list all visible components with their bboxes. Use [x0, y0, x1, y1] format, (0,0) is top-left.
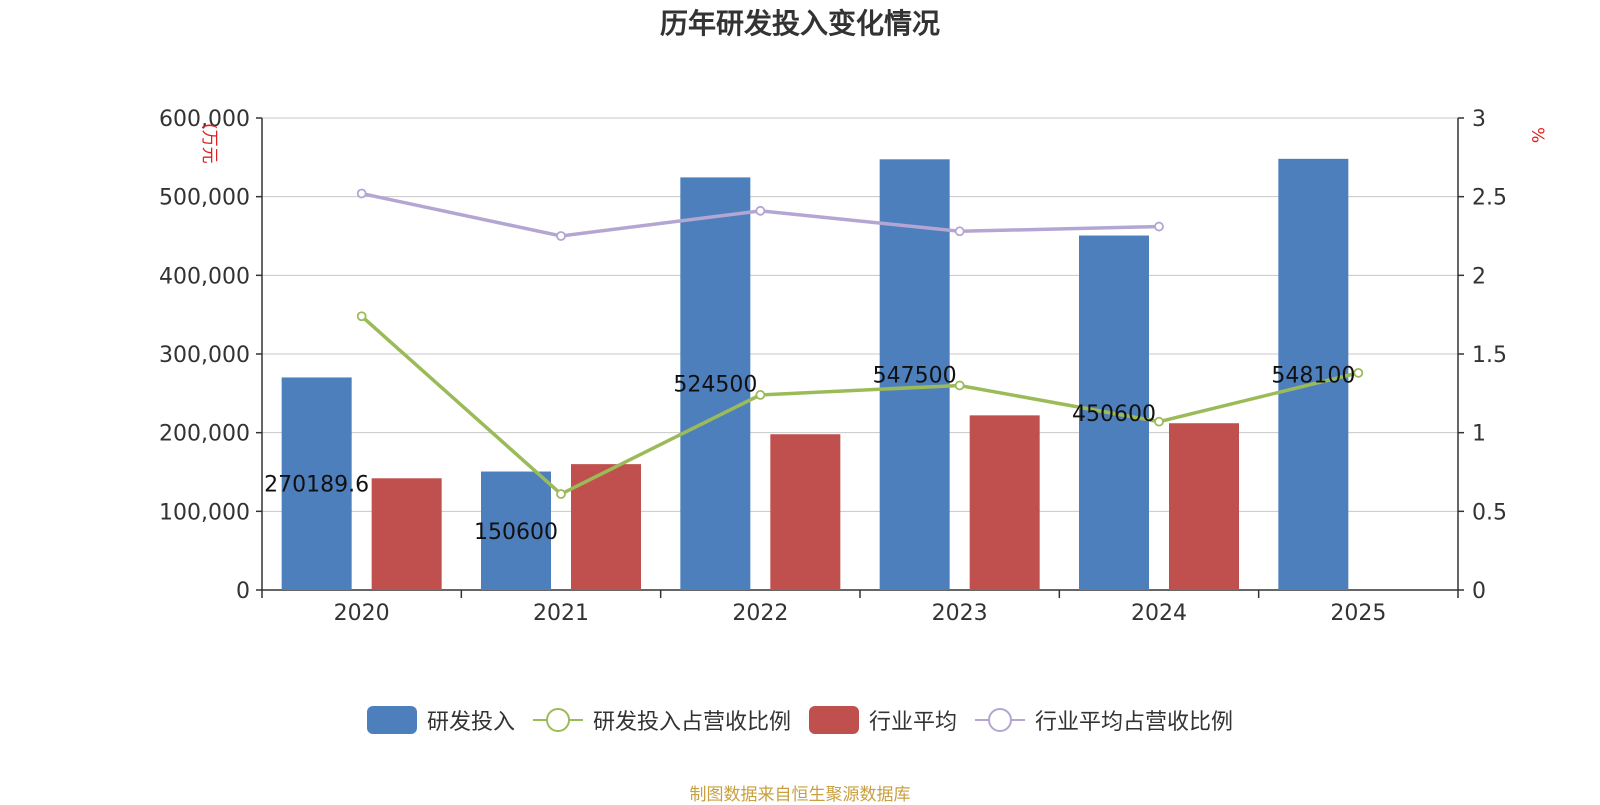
x-tick-label: 2021: [533, 601, 589, 626]
line-rd-ratio: [360, 314, 1359, 497]
data-label-rd-investment: 150600: [474, 520, 558, 545]
x-tick-label: 2025: [1330, 601, 1386, 626]
y-left-tick-label: 0: [236, 579, 250, 604]
point-industry-ratio: [556, 231, 566, 241]
y-left-tick-label: 300,000: [159, 343, 250, 368]
y-left-tick-label: 400,000: [159, 264, 250, 289]
point-rd-ratio: [1353, 367, 1364, 378]
y-right-tick-label: 2.5: [1472, 186, 1507, 211]
y-left-tick-label: 600,000: [159, 107, 250, 132]
bar-rd-investment: [1278, 158, 1349, 590]
point-rd-ratio: [556, 489, 566, 499]
legend-label-industry-ratio: 行业平均占营收比例: [1035, 710, 1234, 735]
y-left-tick-label: 100,000: [159, 500, 250, 525]
legend-item-rd-ratio[interactable]: 研发投入占营收比例: [532, 704, 791, 736]
legend-swatch-industry-ratio: [975, 706, 1026, 734]
y-right-axis-label: %: [1527, 127, 1547, 143]
y-right-tick-label: 1.5: [1472, 343, 1507, 368]
bar-industry-avg: [1169, 423, 1239, 590]
data-label-rd-investment: 270189.6: [264, 473, 369, 498]
legend-label-industry-avg: 行业平均: [869, 710, 958, 735]
y-left-tick-label: 500,000: [159, 186, 250, 211]
point-industry-ratio: [1154, 221, 1164, 232]
legend-item-industry-ratio[interactable]: 行业平均占营收比例: [975, 704, 1233, 736]
data-label-rd-investment: 450600: [1072, 402, 1156, 427]
point-industry-ratio: [755, 205, 766, 216]
y-right-tick-label: 0: [1472, 579, 1486, 604]
bar-industry-avg: [371, 478, 442, 590]
legend-item-rd-investment[interactable]: 研发投入: [366, 704, 515, 736]
x-tick-label: 2024: [1131, 601, 1187, 626]
legend-swatch-rd-ratio: [532, 706, 583, 734]
data-label-rd-investment: 547500: [873, 364, 957, 389]
x-tick-label: 2022: [732, 601, 788, 626]
data-label-rd-investment: 524500: [673, 373, 757, 398]
legend-label-rd-investment: 研发投入: [426, 710, 515, 735]
x-tick-label: 2020: [334, 601, 390, 626]
y-left-tick-label: 200,000: [159, 422, 250, 447]
legend-item-industry-avg[interactable]: 行业平均: [809, 704, 957, 736]
point-rd-ratio: [954, 380, 965, 391]
y-right-tick-label: 0.5: [1472, 500, 1507, 525]
y-left-axis-label: (万元: [199, 123, 219, 164]
data-label-rd-investment: 548100: [1271, 363, 1355, 388]
legend-swatch-rd-investment: [366, 706, 417, 734]
y-right-tick-label: 3: [1472, 107, 1486, 132]
point-rd-ratio: [356, 311, 367, 322]
x-tick-label: 2023: [932, 601, 988, 626]
y-right-tick-label: 2: [1472, 264, 1486, 289]
bar-rd-investment: [481, 471, 551, 590]
chart-title: 历年研发投入变化情况: [659, 7, 940, 40]
legend-label-rd-ratio: 研发投入占营收比例: [592, 710, 791, 735]
point-industry-ratio: [954, 226, 965, 237]
point-rd-ratio: [1154, 416, 1164, 427]
bar-rd-investment: [879, 159, 950, 591]
data-source-note: 制图数据来自恒生聚源数据库: [689, 785, 911, 805]
point-industry-ratio: [356, 188, 367, 199]
bar-rd-investment: [281, 377, 352, 590]
bar-rd-investment: [680, 177, 751, 591]
chart-legend: 研发投入 研发投入占营收比例 行业平均 行业平均占营收比例: [0, 700, 1600, 740]
bar-industry-avg: [969, 415, 1040, 590]
legend-swatch-industry-avg: [809, 706, 859, 734]
bar-industry-avg: [770, 434, 841, 590]
y-right-tick-label: 1: [1472, 422, 1486, 447]
point-rd-ratio: [755, 390, 766, 400]
